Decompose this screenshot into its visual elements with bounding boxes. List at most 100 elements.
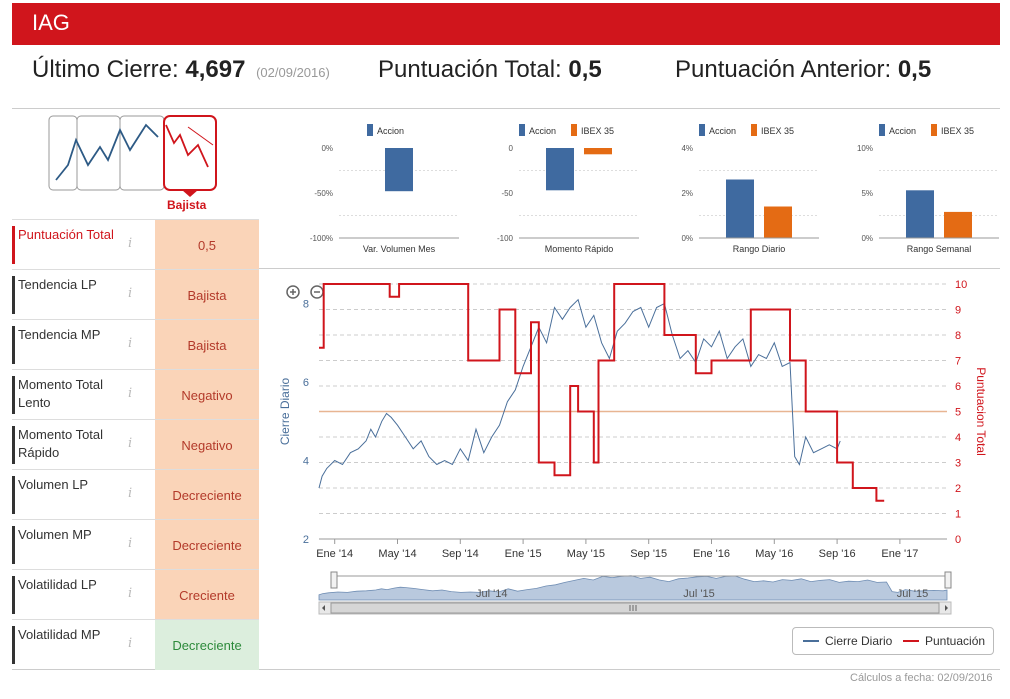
indicator-row: Momento Total Rápido i Negativo: [12, 419, 259, 470]
zoom-out-icon[interactable]: [310, 285, 324, 299]
row-marker: [12, 326, 15, 364]
divider: [12, 669, 1000, 670]
y2-tick-label: 8: [955, 330, 961, 342]
divider: [259, 268, 1000, 269]
y2-tick-label: 5: [955, 407, 961, 419]
indicator-label: Momento Total Lento: [18, 377, 104, 410]
y2-tick-label: 2: [955, 483, 961, 495]
last-close-label: Último Cierre:: [32, 56, 179, 83]
last-close: Último Cierre: 4,697 (02/09/2016): [32, 56, 330, 84]
navigator-handle-right[interactable]: [944, 571, 952, 589]
legend-swatch: [699, 124, 705, 136]
scroll-right-icon[interactable]: [945, 605, 948, 611]
info-icon[interactable]: i: [128, 336, 133, 351]
navigator-handle-left[interactable]: [330, 571, 338, 589]
x-tick-label: May '15: [567, 548, 605, 560]
scrollbar-thumb[interactable]: [330, 602, 940, 614]
info-icon[interactable]: i: [128, 286, 133, 301]
x-tick-label: Ene '14: [316, 548, 353, 560]
series-score-line: [319, 283, 885, 502]
indicator-value: Creciente: [155, 570, 259, 620]
row-marker: [12, 526, 15, 564]
y2-axis-title: Puntuacion Total: [974, 367, 988, 456]
tick-label: 10%: [857, 144, 873, 153]
indicator-row: Volumen LP i Decreciente: [12, 469, 259, 520]
mini-chart: Accion IBEX 35 10% 5% 0% Rango Semanal: [857, 124, 999, 254]
chart-title: Rango Diario: [733, 244, 786, 254]
tick-label: -50%: [314, 189, 333, 198]
trend-selector: [48, 115, 217, 197]
last-close-value: 4,697: [185, 56, 246, 83]
info-icon[interactable]: i: [128, 636, 133, 651]
y2-tick-label: 10: [955, 279, 967, 291]
bar: [906, 190, 934, 238]
navigator-area: [318, 575, 948, 601]
info-icon[interactable]: i: [128, 586, 133, 601]
y2-tick-label: 6: [955, 381, 961, 393]
zoom-in-icon[interactable]: [286, 285, 300, 299]
indicator-row: Momento Total Lento i Negativo: [12, 369, 259, 420]
legend-label: Accion: [377, 126, 404, 136]
x-tick-label: Sep '15: [630, 548, 667, 560]
info-icon[interactable]: i: [128, 436, 133, 451]
previous-score-value: 0,5: [897, 56, 932, 83]
y2-tick-label: 9: [955, 305, 961, 317]
y2-tick-label: 3: [955, 458, 961, 470]
y2-tick-label: 7: [955, 356, 961, 368]
indicator-row: Tendencia MP i Bajista: [12, 319, 259, 370]
bar: [764, 206, 792, 238]
range-navigator[interactable]: Jul '14 Jul '15 Jul '15: [318, 571, 952, 601]
trend-line: [55, 123, 159, 181]
tick-label: 0%: [861, 234, 873, 243]
bar: [546, 148, 574, 191]
bar: [726, 179, 754, 238]
header-bar: IAG: [12, 3, 1000, 45]
trend-box-3: [119, 115, 165, 191]
scroll-left-icon[interactable]: [322, 605, 325, 611]
indicator-value: Negativo: [155, 420, 259, 470]
y-axis-title: Cierre Diario: [278, 378, 292, 446]
tick-label: -100%: [310, 234, 333, 243]
info-icon[interactable]: i: [128, 236, 133, 251]
legend-swatch: [803, 640, 819, 642]
chart-legend: Cierre Diario Puntuación: [792, 627, 994, 655]
trend-label: Bajista: [167, 198, 207, 212]
info-icon[interactable]: i: [128, 486, 133, 501]
navigator-scrollbar[interactable]: [318, 601, 952, 615]
row-marker: [12, 276, 15, 314]
indicator-row: Volatilidad MP i Decreciente: [12, 619, 259, 670]
ticker-title: IAG: [32, 10, 70, 35]
row-marker: [12, 476, 15, 514]
previous-score-label: Puntuación Anterior:: [675, 56, 892, 83]
x-tick-label: May '14: [378, 548, 416, 560]
trend-box-1: [48, 115, 78, 191]
indicator-label: Volumen LP: [18, 477, 89, 492]
row-marker: [12, 376, 15, 414]
y-tick-label: 4: [303, 456, 309, 468]
x-tick-label: Ene '16: [693, 548, 730, 560]
navigator-label: Jul '15: [683, 588, 714, 600]
indicator-value: Decreciente: [155, 520, 259, 570]
legend-label: Accion: [529, 126, 556, 136]
x-tick-label: Sep '16: [819, 548, 856, 560]
scrollbar-grip-icon: [629, 605, 637, 611]
trend-line-selected: [165, 124, 209, 168]
selected-pointer-icon: [182, 190, 198, 197]
legend-label: Accion: [889, 126, 916, 136]
legend-label: Puntuación: [925, 634, 986, 648]
indicator-label: Volatilidad MP: [18, 627, 101, 642]
trend-arrow: [187, 126, 214, 146]
chart-title: Rango Semanal: [907, 244, 972, 254]
legend-item-score[interactable]: Puntuación: [903, 634, 985, 648]
chart-title: Var. Volumen Mes: [363, 244, 436, 254]
info-icon[interactable]: i: [128, 386, 133, 401]
indicator-value: 0,5: [155, 220, 259, 270]
indicator-row-total: Puntuación Total i 0,5: [12, 219, 259, 270]
info-icon[interactable]: i: [128, 536, 133, 551]
legend-label: Cierre Diario: [825, 634, 893, 648]
y-tick-label: 6: [303, 377, 309, 389]
navigator-label: Jul '14: [476, 588, 507, 600]
legend-item-close[interactable]: Cierre Diario: [803, 634, 892, 648]
previous-score: Puntuación Anterior: 0,5: [675, 56, 931, 84]
